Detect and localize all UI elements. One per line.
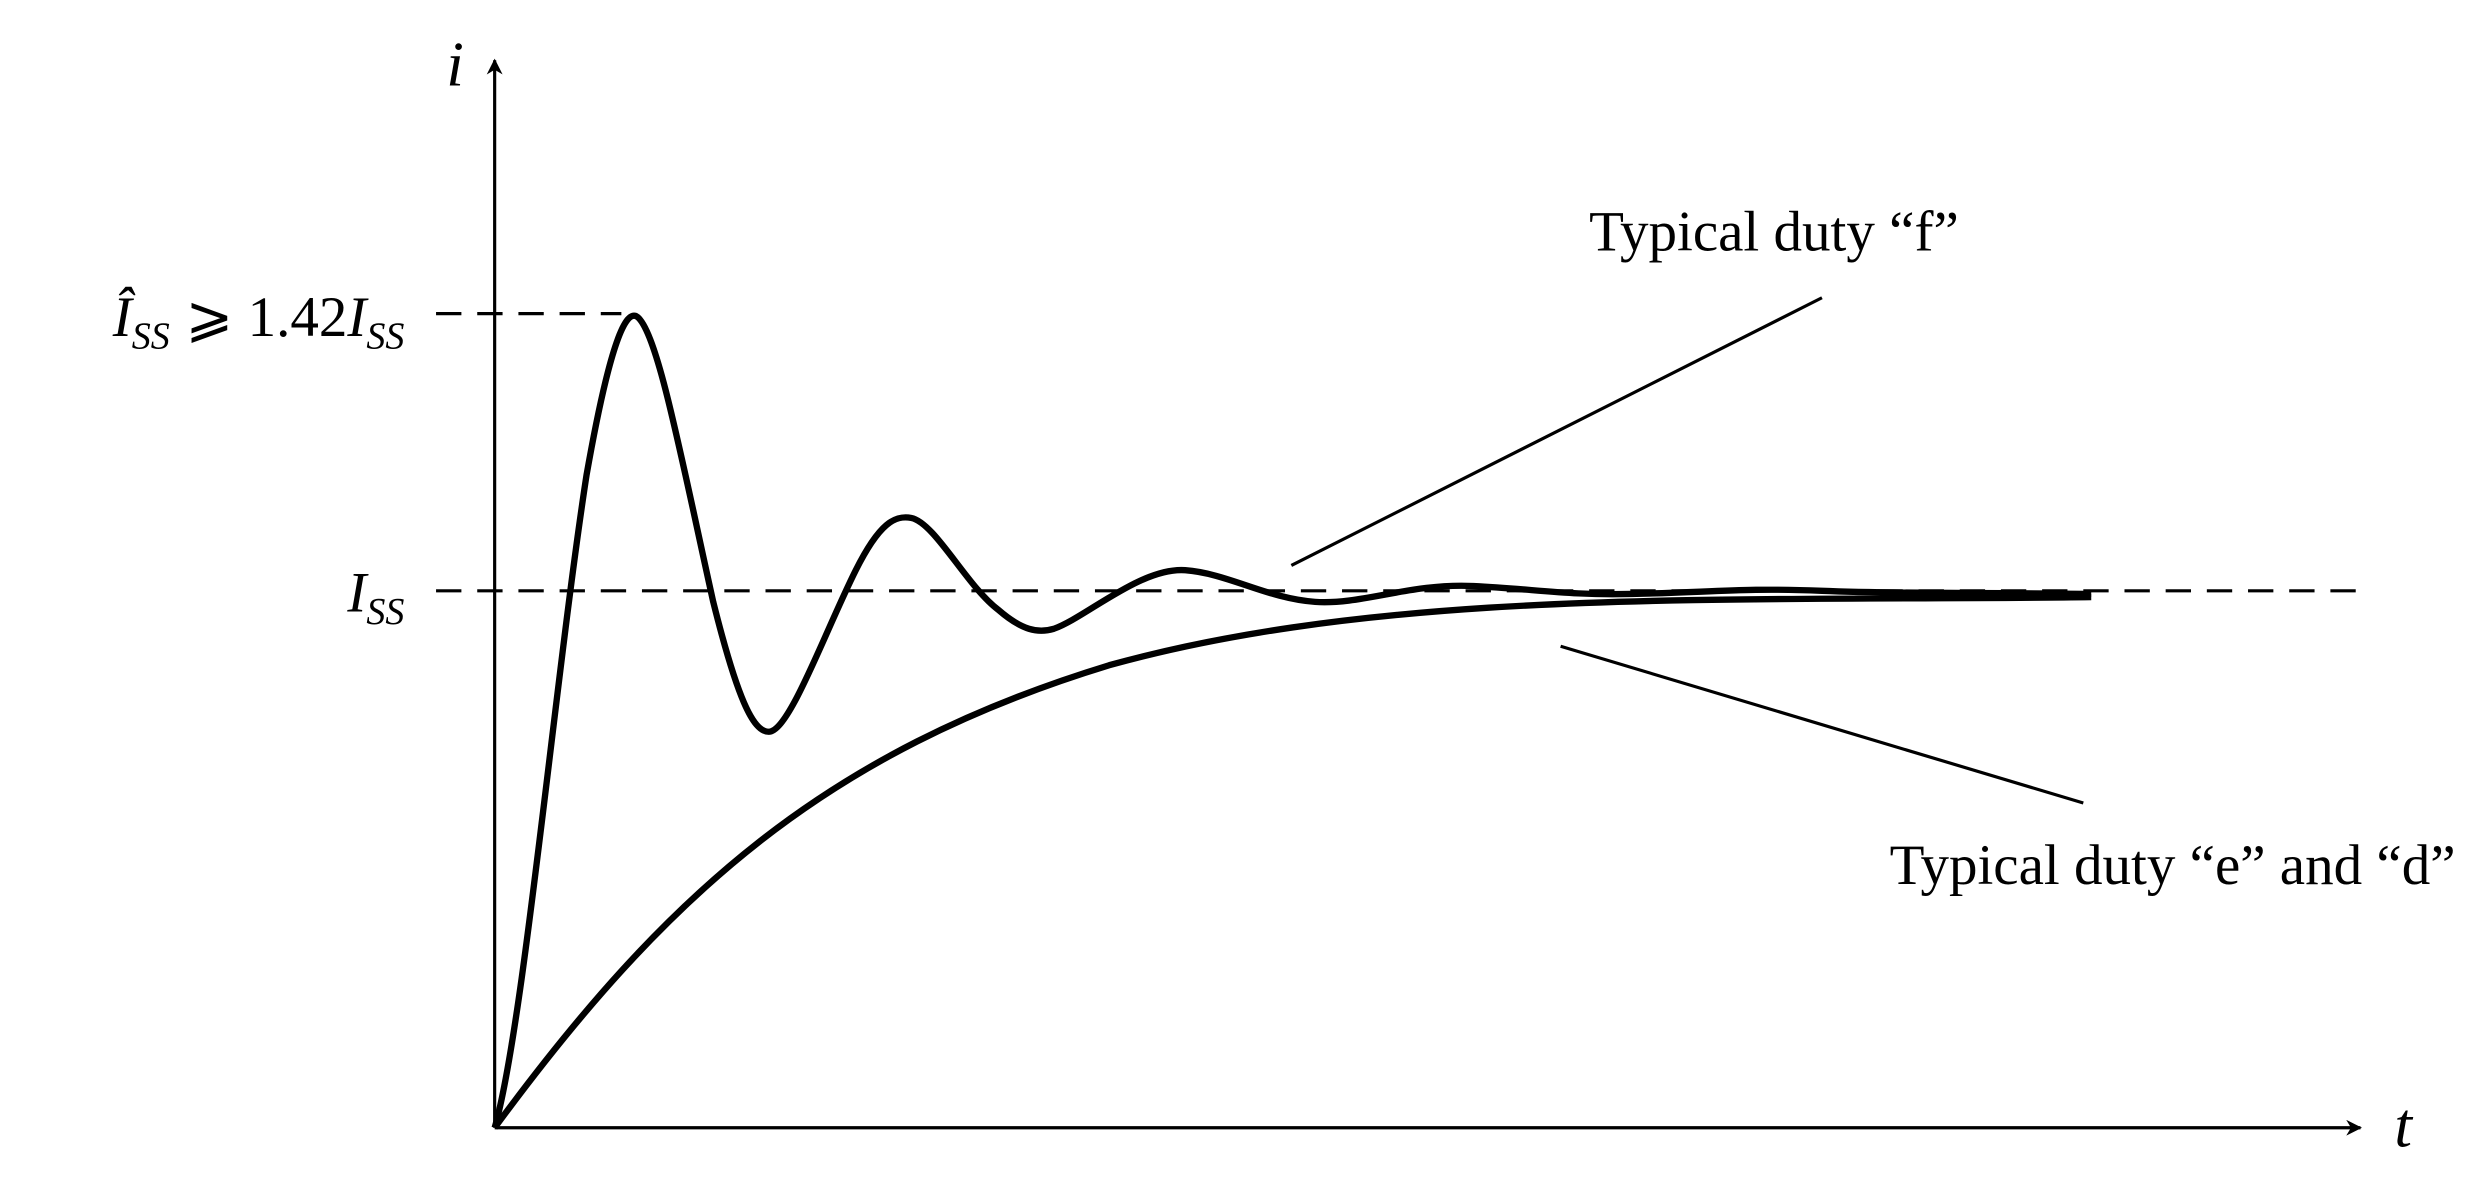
peak-relation: ⩾ 1.42 (186, 286, 348, 349)
curve-label-ed: Typical duty “e” and “d” (1890, 834, 2456, 897)
curve-label-f: Typical duty “f” (1589, 200, 1959, 263)
steady-symbol: I (346, 561, 369, 624)
peak-symbol: Î (112, 286, 136, 349)
y-axis-label: i (446, 30, 464, 100)
peak-sub: SS (132, 315, 170, 357)
steady-sub: SS (366, 591, 404, 633)
pointer-f (1290, 296, 1823, 567)
peak-ref: I (346, 286, 369, 349)
peak-ref-sub: SS (366, 315, 404, 357)
exponential-curve (492, 593, 2092, 1130)
oscillating-curve (491, 312, 2092, 1129)
steady-label: ISS (346, 561, 404, 633)
x-axis-label: t (2394, 1091, 2413, 1161)
peak-label: ÎSS ⩾ 1.42ISS (112, 286, 405, 358)
pointer-ed (1560, 644, 2084, 805)
